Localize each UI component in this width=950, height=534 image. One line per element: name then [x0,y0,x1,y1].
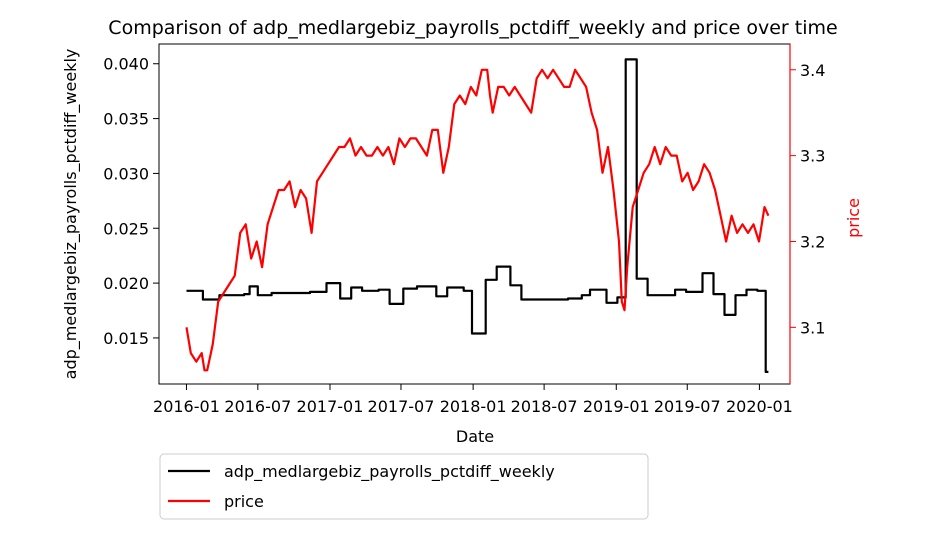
x-tick-label: 2017-07 [368,397,435,416]
y-left-tick-label: 0.040 [103,55,149,74]
y-left-tick-label: 0.035 [103,110,149,129]
series-line-1 [185,68,770,372]
series-line-0 [186,58,769,373]
y-left-axis-label: adp_medlargebiz_payrolls_pctdiff_weekly [61,49,81,380]
x-tick-label: 2020-01 [726,397,793,416]
x-tick-label: 2019-07 [654,397,721,416]
y-right-tick-label: 3.2 [800,232,825,251]
y-right-axis-label: price [844,198,863,238]
x-tick-label: 2016-01 [153,397,220,416]
legend: adp_medlargebiz_payrolls_pctdiff_weekly … [159,453,649,520]
y-left-tick-label: 0.020 [103,274,149,293]
series-layer [185,58,770,373]
y-left-tick-label: 0.025 [103,219,149,238]
x-tick-label: 2018-01 [440,397,507,416]
x-tick-label: 2016-07 [224,397,291,416]
x-tick-label: 2017-01 [297,397,364,416]
chart-title: Comparison of adp_medlargebiz_payrolls_p… [108,17,837,39]
x-axis: 2016-01 2016-07 2017-01 2017-07 2018-01 2018-… [153,384,793,416]
x-tick-label: 2019-01 [583,397,650,416]
y-right-axis: 3.1 3.2 3.3 3.4 [789,44,825,384]
x-axis-label: Date [456,427,494,446]
y-left-tick-label: 0.030 [103,164,149,183]
legend-label-adp: adp_medlargebiz_payrolls_pctdiff_weekly [224,462,555,482]
y-left-axis: 0.015 0.020 0.025 0.030 0.035 0.040 [103,55,159,348]
y-right-tick-label: 3.1 [800,318,825,337]
x-tick-label: 2018-07 [511,397,578,416]
legend-label-price: price [224,492,264,511]
y-right-tick-label: 3.4 [800,61,825,80]
y-right-tick-label: 3.3 [800,147,825,166]
legend-box [159,453,649,520]
y-left-tick-label: 0.015 [103,329,149,348]
